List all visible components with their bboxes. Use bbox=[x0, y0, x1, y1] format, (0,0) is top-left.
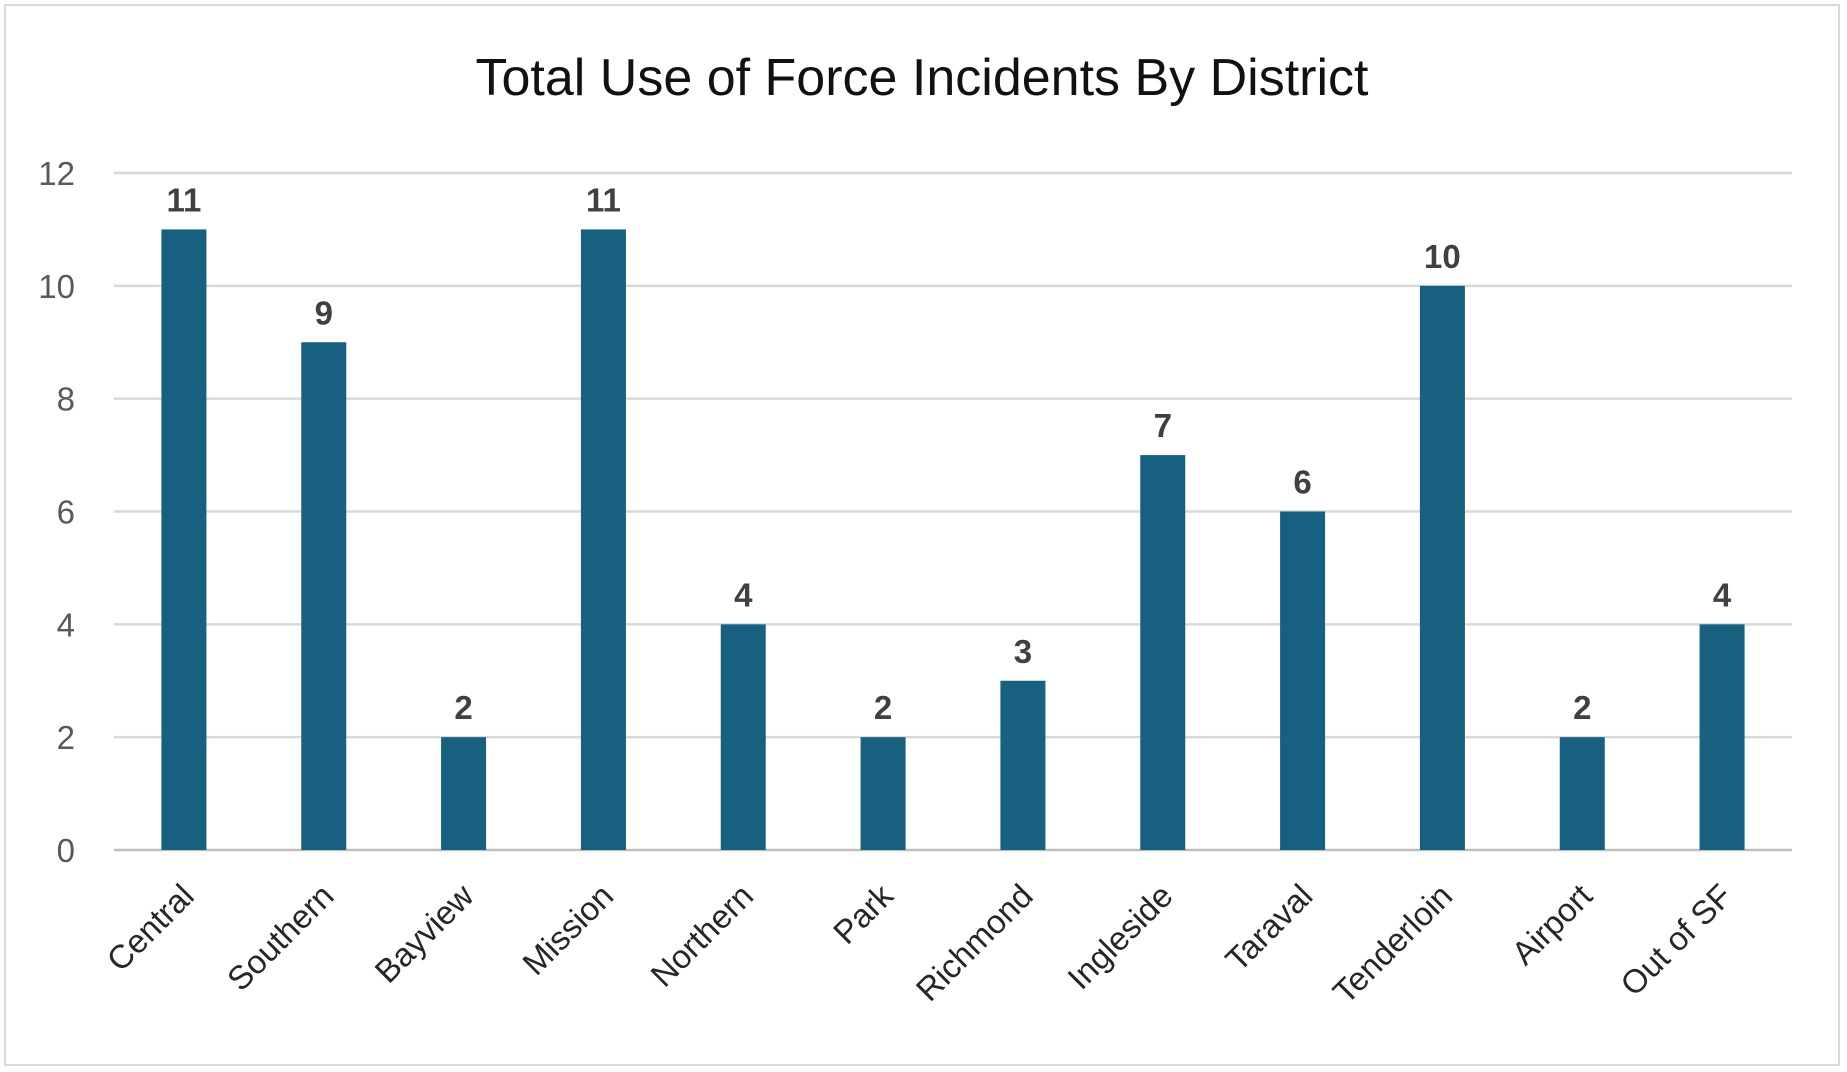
data-label: 9 bbox=[315, 294, 333, 331]
data-labels: 11 9 2 11 4 2 3 7 6 10 2 4 bbox=[166, 181, 1731, 726]
x-tick-label: Central bbox=[99, 877, 200, 978]
data-label: 3 bbox=[1014, 633, 1032, 670]
y-tick-label: 4 bbox=[57, 606, 75, 643]
data-label: 2 bbox=[874, 689, 892, 726]
bar-southern bbox=[301, 342, 347, 850]
y-tick-label: 6 bbox=[57, 494, 75, 531]
bar-airport bbox=[1559, 737, 1605, 850]
y-axis-ticks: 0 2 4 6 8 10 12 bbox=[38, 155, 75, 869]
bar-bayview bbox=[441, 737, 487, 850]
chart-title: Total Use of Force Incidents By District bbox=[476, 49, 1370, 107]
gridlines bbox=[114, 171, 1792, 852]
data-label: 11 bbox=[586, 181, 621, 218]
x-tick-label: Bayview bbox=[367, 877, 480, 990]
data-label: 7 bbox=[1154, 407, 1172, 444]
bar-ingleside bbox=[1140, 455, 1186, 850]
x-tick-label: Richmond bbox=[909, 877, 1040, 1008]
y-tick-label: 10 bbox=[38, 268, 75, 305]
x-tick-label: Mission bbox=[515, 877, 620, 982]
bar-mission bbox=[580, 229, 626, 850]
y-tick-label: 8 bbox=[57, 381, 75, 418]
x-tick-label: Northern bbox=[643, 877, 760, 994]
y-tick-label: 2 bbox=[57, 719, 75, 756]
data-label: 4 bbox=[1713, 576, 1732, 613]
x-tick-label: Taraval bbox=[1218, 877, 1319, 978]
data-label: 6 bbox=[1293, 464, 1311, 501]
data-label: 2 bbox=[1573, 689, 1591, 726]
x-tick-label: Ingleside bbox=[1060, 877, 1180, 997]
y-tick-label: 12 bbox=[38, 155, 75, 192]
bar-park bbox=[860, 737, 906, 850]
bar-richmond bbox=[1000, 680, 1046, 850]
y-tick-label: 0 bbox=[57, 832, 75, 869]
x-tick-label: Tenderloin bbox=[1326, 877, 1460, 1011]
data-label: 10 bbox=[1424, 238, 1461, 275]
bar-tenderloin bbox=[1419, 285, 1465, 850]
bar-central bbox=[161, 229, 207, 850]
x-tick-label: Park bbox=[826, 876, 900, 950]
data-label: 2 bbox=[454, 689, 472, 726]
data-label: 11 bbox=[166, 181, 201, 218]
bars bbox=[161, 229, 1745, 850]
x-tick-label: Out of SF bbox=[1613, 877, 1739, 1003]
x-axis-labels: Central Southern Bayview Mission Northern Par… bbox=[99, 876, 1739, 1010]
x-tick-label: Southern bbox=[220, 877, 341, 998]
x-tick-label: Airport bbox=[1504, 877, 1599, 972]
bar-northern bbox=[720, 624, 766, 850]
bar-out-of-sf bbox=[1699, 624, 1745, 850]
bar-taraval bbox=[1280, 511, 1326, 850]
data-label: 4 bbox=[734, 576, 753, 613]
